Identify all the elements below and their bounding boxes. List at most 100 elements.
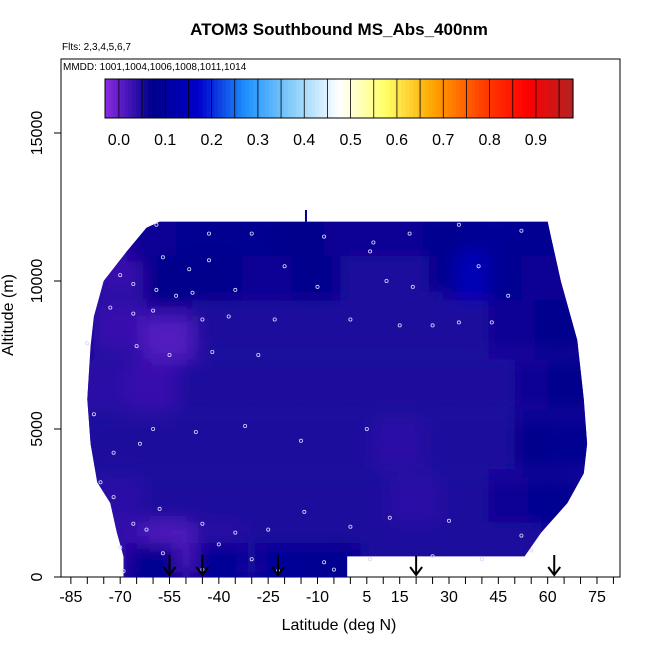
x-tick-label: 45 (489, 589, 507, 606)
x-tick-label: 75 (588, 589, 606, 606)
colorbar-swatch (202, 79, 207, 118)
sample-point (272, 317, 277, 322)
heatmap-cell (527, 477, 581, 529)
sample-point (118, 273, 123, 278)
heatmap-cell (324, 418, 377, 469)
colorbar-swatch (268, 79, 274, 118)
sample-point (151, 308, 156, 313)
colorbar-swatch (502, 79, 508, 118)
x-tick-label: -55 (158, 589, 181, 606)
profile-arrow (547, 555, 562, 577)
heatmap-envelope (87, 221, 588, 577)
heatmap-cell (274, 221, 328, 262)
sample-point (348, 524, 353, 529)
heatmap-cell (225, 359, 278, 410)
colorbar-swatch (537, 79, 543, 118)
heatmap-cell (241, 300, 295, 351)
mmdd-label: MMDD: 1001,1004,1006,1008,1011,1014 (63, 62, 247, 73)
heatmap-cell (225, 221, 278, 262)
colorbar-swatch (245, 79, 250, 118)
colorbar-swatch (549, 79, 555, 118)
colorbar-swatch (530, 79, 535, 118)
colorbar-swatch (112, 79, 118, 118)
sample-point (200, 521, 205, 526)
colorbar-swatch (448, 79, 453, 118)
colorbar-swatch (374, 79, 379, 118)
sample-point (430, 554, 435, 559)
heatmap-cell (93, 477, 147, 529)
heatmap-cell (547, 418, 588, 469)
colorbar-swatch (366, 79, 371, 118)
colorbar-swatch (276, 79, 282, 118)
heatmap-cell (373, 418, 426, 469)
colorbar-swatch (335, 79, 340, 118)
colorbar-swatch (420, 79, 426, 118)
x-tick-label: -10 (306, 589, 329, 606)
colorbar-swatch (428, 79, 434, 118)
colorbar-swatch (354, 79, 360, 118)
colorbar-swatch (417, 79, 422, 118)
colorbar-tick-label: 0.4 (293, 132, 315, 149)
colorbar-swatch (288, 79, 293, 118)
colorbar-swatch (358, 79, 363, 118)
colorbar-swatch (498, 79, 504, 118)
colorbar-tick-label: 0.7 (432, 132, 454, 149)
x-tick-label: -85 (59, 589, 82, 606)
colorbar-swatch (327, 79, 332, 118)
sample-point (111, 495, 116, 500)
colorbar-swatch (346, 79, 352, 118)
colorbar-swatch (506, 79, 512, 118)
heatmap-cell (241, 477, 295, 529)
colorbar-swatch (409, 79, 414, 118)
heatmap-cell (241, 255, 295, 307)
colorbar-swatch (284, 79, 289, 118)
sample-point (298, 438, 303, 443)
colorbar-swatch (389, 79, 395, 118)
heatmap-cell (143, 255, 196, 307)
heatmap-cell (176, 418, 229, 469)
colorbar-swatch (179, 79, 184, 118)
sample-point (160, 255, 165, 260)
heatmap-cell (340, 300, 394, 351)
sample-point (368, 249, 373, 254)
colorbar-swatch (362, 79, 367, 118)
sample-point (249, 231, 254, 236)
sample-point (266, 527, 271, 532)
heatmap-cell (176, 359, 229, 410)
sample-point (167, 352, 172, 357)
sample-point (456, 320, 461, 325)
sample-point (144, 527, 149, 532)
sample-point (137, 441, 142, 446)
colorbar-swatch (186, 79, 192, 118)
heatmap-cell (521, 255, 574, 307)
sample-point (233, 287, 238, 292)
x-tick-label: -40 (207, 589, 230, 606)
colorbar-swatch (315, 79, 321, 118)
sample-point (108, 305, 113, 310)
sample-point (371, 240, 376, 245)
colorbar-swatch (198, 79, 204, 118)
colorbar-swatch (393, 79, 399, 118)
sample-point (200, 317, 205, 322)
heatmap-cell (389, 300, 443, 351)
colorbar-swatch (303, 79, 309, 118)
x-tick-label: 30 (440, 589, 458, 606)
heatmap-cell (126, 418, 180, 469)
x-tick-label: 60 (539, 589, 557, 606)
sample-point (190, 290, 195, 295)
sample-point (387, 515, 392, 520)
colorbar-swatch (541, 79, 547, 118)
colorbar-swatch (257, 79, 262, 118)
x-tick-label: -70 (109, 589, 132, 606)
sample-point (233, 530, 238, 535)
colorbar-swatch (331, 79, 336, 118)
heatmap-cell (274, 359, 328, 410)
colorbar-swatch (370, 79, 375, 118)
sample-point (322, 234, 327, 239)
heatmap-cell (225, 418, 278, 469)
sample-point (174, 293, 179, 298)
profile-arrow (195, 555, 210, 577)
heatmap-cell (126, 221, 180, 262)
heatmap-cell (373, 221, 426, 262)
colorbar-swatch (440, 79, 445, 118)
